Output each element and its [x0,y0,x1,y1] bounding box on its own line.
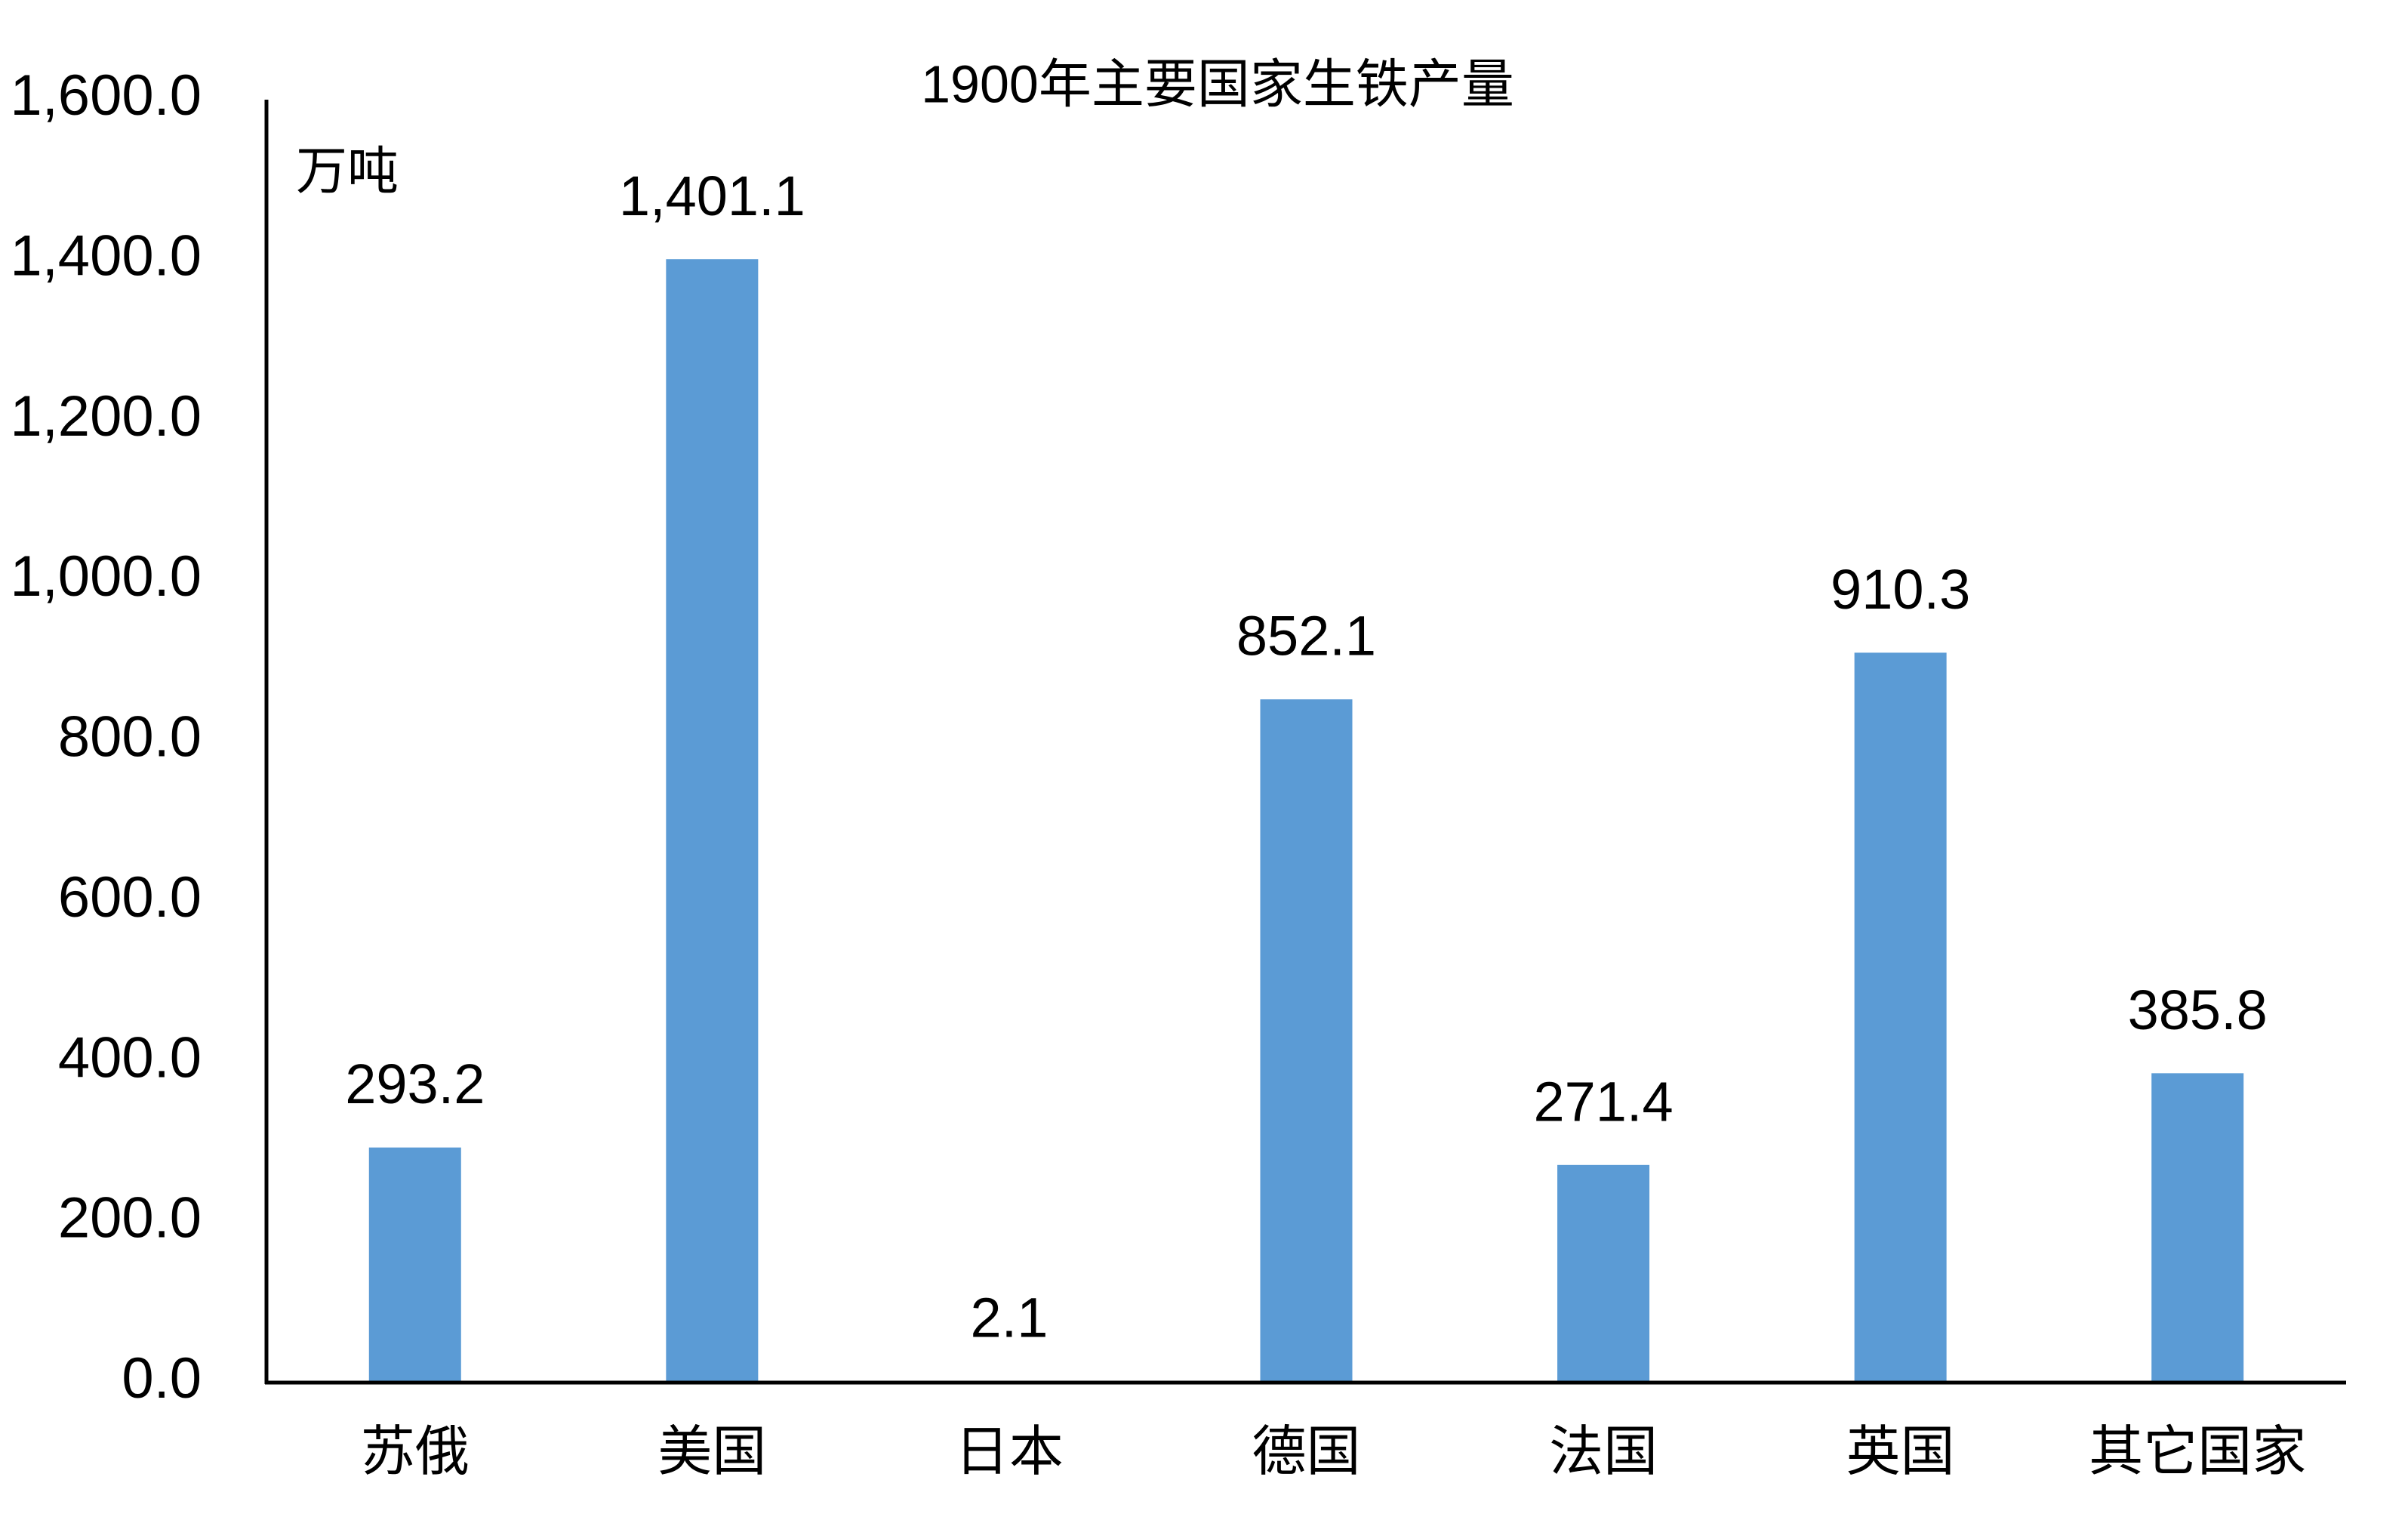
x-tick-label: 其它国家 [2089,1422,2306,1482]
bar [2151,1073,2244,1383]
y-tick-label: 1,200.0 [10,384,202,449]
bar [1854,652,1947,1383]
data-label: 293.2 [345,1053,485,1115]
bar [1260,699,1353,1383]
data-label: 271.4 [1533,1070,1673,1133]
data-label: 910.3 [1831,558,1970,621]
y-tick-label: 600.0 [58,865,202,930]
x-tick-label: 德国 [1252,1422,1360,1482]
y-tick-label: 0.0 [122,1346,202,1411]
x-tick-label: 苏俄 [361,1422,470,1482]
bar [368,1147,461,1383]
bar [1557,1164,1650,1383]
y-unit-label: 万吨 [296,143,399,200]
y-tick-label: 200.0 [58,1186,202,1250]
y-tick-label: 400.0 [58,1025,202,1090]
data-label: 852.1 [1236,605,1376,668]
x-tick-label: 日本 [955,1422,1064,1482]
chart-title: 1900年主要国家生铁产量 [921,54,1514,113]
bar [666,259,759,1383]
x-tick-label: 美国 [657,1422,766,1482]
y-tick-label: 800.0 [58,705,202,769]
data-label: 1,401.1 [619,165,805,227]
x-tick-label: 英国 [1846,1422,1955,1482]
y-tick-label: 1,400.0 [10,224,202,288]
data-label: 385.8 [2128,979,2268,1041]
x-tick-label: 法国 [1549,1422,1658,1482]
data-label: 2.1 [970,1286,1048,1349]
y-tick-label: 1,600.0 [10,63,202,128]
y-tick-label: 1,000.0 [10,544,202,609]
